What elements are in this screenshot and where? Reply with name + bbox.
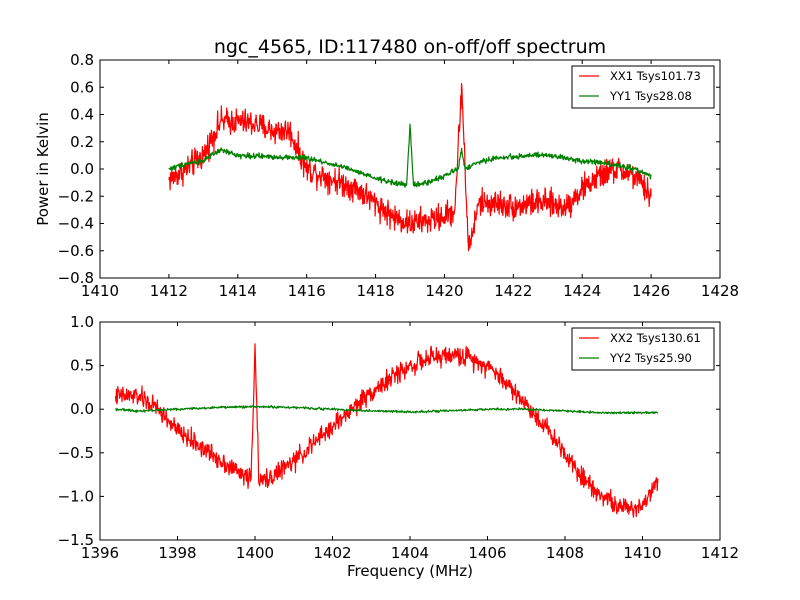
bottom-x-tick-label: 1406 <box>468 544 506 562</box>
bottom-legend-label-xx2: XX2 Tsys130.61 <box>610 331 701 345</box>
bottom-y-tick-label: 0.5 <box>70 357 94 375</box>
bottom-panel: 1396 1398 1400 1402 1404 1406 1408 1410 1412 −1.5… <box>58 313 740 580</box>
top-x-tick-label: 1424 <box>563 282 601 300</box>
top-tick-layer: 1410 1412 1414 1416 1418 1420 1422 1424 1426 1428… <box>58 51 740 300</box>
top-x-tick-label: 1428 <box>701 282 739 300</box>
top-x-tick-label: 1426 <box>632 282 670 300</box>
bottom-series-line-xx2 <box>114 343 659 518</box>
top-y-axis-label: Power in Kelvin <box>34 112 52 226</box>
top-y-tick-label: −0.2 <box>58 187 94 205</box>
top-y-tick-label: 0.2 <box>70 133 94 151</box>
bottom-x-tick-label: 1398 <box>158 544 196 562</box>
top-x-tick-label: 1412 <box>150 282 188 300</box>
top-legend-label-yy1: YY1 Tsys28.08 <box>609 89 692 103</box>
bottom-legend-box <box>571 327 715 371</box>
figure-title: ngc_4565, ID:117480 on-off/off spectrum <box>214 36 606 58</box>
top-x-tick-label: 1418 <box>356 282 394 300</box>
top-y-tick-label: 0.6 <box>70 78 94 96</box>
top-x-tick-label: 1422 <box>494 282 532 300</box>
top-y-tick-label: 0.0 <box>70 160 94 178</box>
top-panel: 1410 1412 1414 1416 1418 1420 1422 1424 1426 1428… <box>34 51 739 300</box>
bottom-y-tick-label: 0.0 <box>70 400 94 418</box>
bottom-series-line-yy2 <box>115 404 659 415</box>
top-y-tick-label: 0.8 <box>70 51 94 69</box>
top-y-tick-label: −0.8 <box>58 269 94 287</box>
top-legend-label-xx1: XX1 Tsys101.73 <box>610 69 701 83</box>
bottom-legend-label-yy2: YY2 Tsys25.90 <box>609 351 692 365</box>
top-series-line-xx1 <box>168 82 652 252</box>
bottom-y-tick-label: 1.0 <box>70 313 94 331</box>
bottom-y-tick-label: −1.5 <box>58 531 94 549</box>
top-series-layer <box>168 82 652 252</box>
bottom-x-tick-label: 1400 <box>236 544 274 562</box>
top-x-tick-label: 1410 <box>81 282 119 300</box>
top-x-tick-label: 1420 <box>425 282 463 300</box>
bottom-x-tick-label: 1396 <box>81 544 119 562</box>
bottom-x-tick-label: 1412 <box>701 544 739 562</box>
bottom-x-tick-label: 1402 <box>313 544 351 562</box>
bottom-x-tick-label: 1404 <box>391 544 429 562</box>
top-legend-box <box>571 65 715 109</box>
bottom-x-tick-label: 1408 <box>546 544 584 562</box>
bottom-y-tick-label: −0.5 <box>58 444 94 462</box>
bottom-tick-layer: 1396 1398 1400 1402 1404 1406 1408 1410 1412 −1.5… <box>58 313 740 562</box>
top-y-tick-label: −0.4 <box>58 215 94 233</box>
bottom-series-layer <box>114 343 659 518</box>
bottom-y-tick-label: −1.0 <box>58 487 94 505</box>
top-x-tick-label: 1414 <box>219 282 257 300</box>
top-y-tick-label: 0.4 <box>70 106 94 124</box>
bottom-x-tick-label: 1410 <box>623 544 661 562</box>
bottom-legend: XX2 Tsys130.61 YY2 Tsys25.90 <box>571 327 715 371</box>
top-y-tick-label: −0.6 <box>58 242 94 260</box>
bottom-x-axis-label: Frequency (MHz) <box>347 562 473 580</box>
top-x-tick-label: 1416 <box>288 282 326 300</box>
top-legend: XX1 Tsys101.73 YY1 Tsys28.08 <box>571 65 715 109</box>
top-series-line-yy1 <box>168 123 652 188</box>
